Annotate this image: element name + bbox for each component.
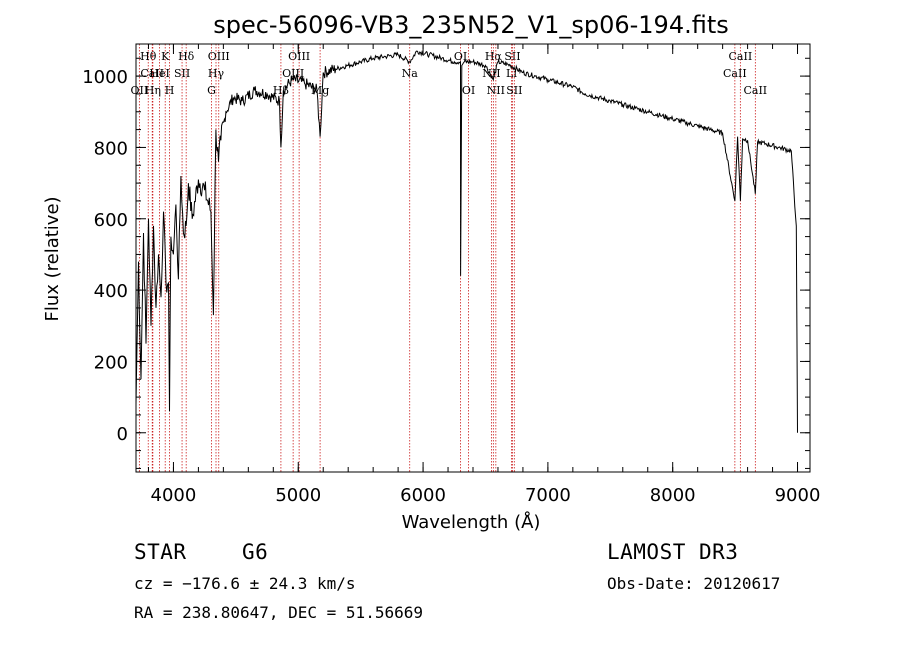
- spectrum-chart: spec-56096-VB3_235N52_V1_sp06-194.fits H…: [42, 11, 821, 533]
- y-tick-label: 600: [94, 210, 128, 231]
- marker-label: CaII: [723, 67, 747, 80]
- marker-label: Hη: [145, 84, 161, 97]
- marker-label: OI: [454, 50, 467, 63]
- marker-label: Hδ: [178, 50, 195, 63]
- marker-label: Hα: [485, 50, 503, 63]
- y-tick-label: 200: [94, 352, 128, 373]
- object-subclass: G6: [242, 540, 269, 564]
- redshift-info: cz = −176.6 ± 24.3 km/s: [134, 574, 356, 593]
- marker-label: OIII: [282, 67, 304, 80]
- axes: 4000 5000 6000 7000 8000 9000 0 200 400 600 800 100…: [82, 43, 821, 506]
- y-tick-label: 400: [94, 281, 128, 302]
- x-tick-label: 8000: [650, 485, 696, 506]
- survey-name: LAMOST DR3: [607, 540, 739, 564]
- x-tick-label: 4000: [151, 485, 197, 506]
- marker-label: HeI: [149, 67, 169, 80]
- y-tick-label: 800: [94, 138, 128, 159]
- spectrum-series: [135, 50, 798, 433]
- y-tick-label: 1000: [82, 67, 128, 88]
- obs-date: Obs-Date: 20120617: [607, 574, 781, 593]
- marker-label: SII: [506, 84, 522, 97]
- marker-label: CaII: [140, 67, 164, 80]
- y-tick-label: 0: [117, 424, 128, 445]
- marker-label: Na: [402, 67, 419, 80]
- marker-label: H: [165, 84, 175, 97]
- marker-label: CaII: [729, 50, 753, 63]
- object-class: STAR: [134, 540, 187, 564]
- y-axis-label: Flux (relative): [42, 196, 63, 321]
- x-tick-label: 6000: [400, 485, 446, 506]
- marker-label: CaII: [743, 84, 767, 97]
- x-tick-label: 5000: [275, 485, 321, 506]
- marker-label: NII: [487, 84, 505, 97]
- plot-frame: [135, 43, 811, 473]
- marker-label: Hθ: [140, 50, 157, 63]
- marker-label: Hγ: [208, 67, 225, 80]
- marker-label: SII: [504, 50, 520, 63]
- spectrum-line: [135, 50, 798, 433]
- chart-title: spec-56096-VB3_235N52_V1_sp06-194.fits: [213, 11, 729, 39]
- marker-label: G: [207, 84, 216, 97]
- marker-label: OIII: [288, 50, 310, 63]
- marker-label: K: [161, 50, 170, 63]
- marker-label: OIII: [208, 50, 230, 63]
- marker-label: SII: [174, 67, 190, 80]
- x-tick-label: 9000: [775, 485, 821, 506]
- marker-label: OII: [131, 84, 149, 97]
- marker-label: OI: [462, 84, 475, 97]
- x-tick-label: 7000: [525, 485, 571, 506]
- marker-label: Li: [506, 67, 517, 80]
- x-axis-label: Wavelength (Å): [402, 511, 541, 533]
- coordinates: RA = 238.80647, DEC = 51.56669: [134, 603, 423, 622]
